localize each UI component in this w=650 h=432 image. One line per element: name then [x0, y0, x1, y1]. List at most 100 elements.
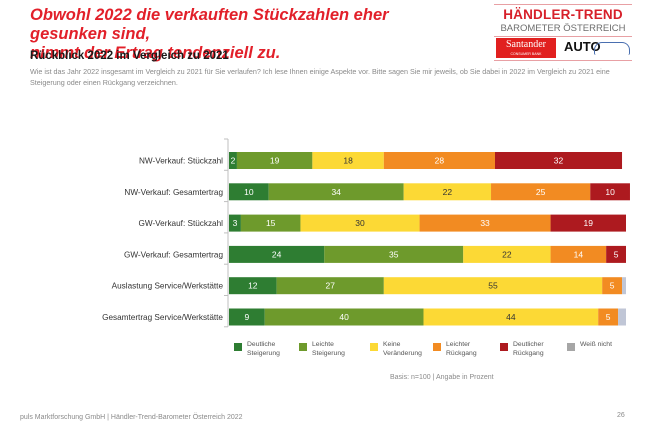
data-label: 22 — [443, 187, 453, 197]
legend-item: Keine Veränderung — [370, 340, 433, 358]
category-label: Gesamtertrag Service/Werkstätte — [102, 313, 223, 322]
bar-segment — [463, 245, 551, 263]
bar-segment — [300, 214, 420, 232]
bar-segment — [276, 277, 384, 295]
data-label: 2 — [231, 156, 236, 166]
bar-segment — [383, 152, 495, 169]
data-label: 15 — [266, 218, 276, 228]
data-label: 25 — [536, 187, 546, 197]
data-label: 18 — [343, 156, 353, 166]
category-label: GW-Verkauf: Stückzahl — [139, 219, 224, 228]
legend-label: Keine Veränderung — [383, 341, 422, 357]
data-label: 24 — [272, 249, 282, 259]
bar-segment — [423, 308, 599, 326]
data-label: 5 — [614, 249, 619, 259]
bar-segment — [419, 214, 551, 232]
stacked-bar-chart: NW-Verkauf: Stückzahl 2 19 18 28 32 NW-Verkauf… — [102, 138, 630, 328]
bar-segment — [494, 152, 623, 169]
data-label: 30 — [355, 218, 365, 228]
bar-segment — [264, 308, 424, 326]
data-label: 32 — [554, 156, 564, 166]
legend-swatch — [567, 343, 575, 351]
legend-swatch — [299, 343, 307, 351]
logo-subtitle: BAROMETER ÖSTERREICH — [500, 23, 626, 34]
legend-swatch — [370, 343, 378, 351]
bar-segment — [598, 308, 619, 326]
legend-swatch — [234, 343, 242, 351]
bar-segment — [312, 152, 384, 169]
survey-question: Wie ist das Jahr 2022 insgesamt im Vergl… — [30, 67, 610, 87]
legend-label: Deutliche Steigerung — [247, 341, 280, 357]
bar-segment — [622, 277, 626, 295]
data-label: 12 — [248, 281, 258, 291]
legend-label: Weiß nicht — [580, 341, 612, 348]
bar-segment — [229, 308, 265, 326]
santander-logo: Santander CONSUMER BANK — [496, 38, 556, 58]
logo-title: HÄNDLER-TREND — [503, 7, 623, 22]
car-outline-icon — [594, 42, 630, 55]
data-label: 10 — [244, 187, 254, 197]
bar-segment — [606, 245, 626, 263]
data-label: 35 — [389, 249, 399, 259]
legend-swatch — [500, 343, 508, 351]
data-label: 19 — [270, 156, 280, 166]
bar-segment — [229, 245, 325, 263]
chart-legend: Deutliche Steigerung Leichte Steigerung Kein… — [234, 340, 634, 370]
footer-text: puls Marktforschung GmbH | Händler-Trend… — [20, 414, 243, 421]
bar-segment — [602, 277, 623, 295]
page-number: 26 — [617, 412, 625, 419]
santander-sub: CONSUMER BANK — [510, 52, 542, 56]
logo-divider — [494, 4, 632, 5]
legend-swatch — [433, 343, 441, 351]
basis-note: Basis: n=100 | Angabe in Prozent — [390, 374, 494, 381]
data-label: 55 — [488, 281, 498, 291]
bar-segment — [618, 308, 626, 326]
bar-segment — [383, 277, 603, 295]
data-label: 27 — [326, 281, 336, 291]
data-label: 3 — [233, 218, 238, 228]
legend-item: Weiß nicht — [567, 340, 630, 351]
bar-segment — [240, 214, 301, 232]
bar-segment — [550, 214, 626, 232]
headline-line-2: nimmt der Ertrag tendenziell zu. — [30, 44, 281, 62]
data-label: 9 — [244, 312, 249, 322]
bar-segment — [229, 183, 269, 201]
haendler-trend-logo: HÄNDLER-TREND BAROMETER ÖSTERREICH Santa… — [494, 2, 632, 61]
bar-segment — [403, 183, 492, 201]
bar-segment — [590, 183, 630, 201]
data-label: 19 — [584, 218, 594, 228]
bar-segment — [550, 245, 607, 263]
bar-segment — [229, 214, 241, 232]
headline-line-1: Obwohl 2022 die verkauften Stückzahlen e… — [30, 6, 389, 43]
logo-divider — [494, 60, 632, 61]
bar-segment — [236, 152, 313, 169]
legend-label: Leichte Steigerung — [312, 341, 345, 357]
category-label: GW-Verkauf: Gesamtertrag — [124, 250, 223, 259]
bar-segment — [229, 152, 237, 169]
data-label: 22 — [502, 249, 512, 259]
data-label: 5 — [606, 312, 611, 322]
legend-label: Leichter Rückgang — [446, 341, 477, 357]
category-label: NW-Verkauf: Gesamtertrag — [124, 188, 223, 197]
data-label: 33 — [480, 218, 490, 228]
legend-label: Deutlicher Rückgang — [513, 341, 544, 357]
data-label: 44 — [506, 312, 516, 322]
category-label: Auslastung Service/Werkstätte — [112, 282, 224, 291]
bar-segment — [324, 245, 464, 263]
category-label: NW-Verkauf: Stückzahl — [139, 157, 223, 166]
legend-item: Deutlicher Rückgang — [500, 340, 563, 358]
logo-divider — [494, 36, 632, 37]
bar-segment — [229, 277, 277, 295]
data-label: 10 — [605, 187, 615, 197]
data-label: 14 — [574, 249, 584, 259]
legend-item: Deutliche Steigerung — [234, 340, 297, 358]
bar-segment — [268, 183, 404, 201]
bar-segment — [491, 183, 591, 201]
data-label: 28 — [435, 156, 445, 166]
legend-item: Leichte Steigerung — [299, 340, 362, 358]
santander-name: Santander — [506, 39, 546, 50]
chart-subtitle: Rückblick 2022 im Vergleich zu 2021 — [30, 50, 229, 62]
auto-logo: AUTO — [564, 39, 601, 54]
data-label: 34 — [331, 187, 341, 197]
data-label: 5 — [610, 281, 615, 291]
